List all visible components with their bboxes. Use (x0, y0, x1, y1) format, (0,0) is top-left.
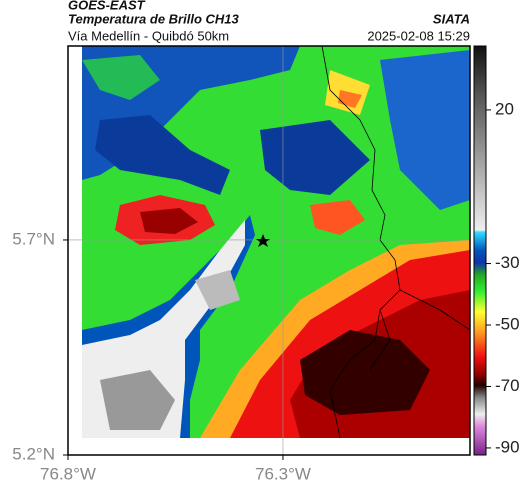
agency: SIATA (433, 11, 470, 26)
map-frame (67, 45, 471, 456)
colorbar-tick-label: -50 (495, 315, 520, 334)
borders (321, 45, 471, 439)
y-tick-label: 5.7°N (12, 229, 55, 248)
timestamp: 2025-02-08 15:29 (367, 28, 470, 43)
axes: 76.8°W 76.3°W 5.2°N 5.7°N (12, 46, 470, 483)
y-tick-label: 5.2°N (12, 444, 55, 463)
location-marker (256, 234, 270, 247)
colorbar-tick-label: -70 (495, 376, 520, 395)
colorbar (473, 45, 487, 456)
colorbar-tick-label: -30 (495, 253, 520, 272)
colorbar-tick-label: 20 (495, 99, 514, 118)
imagery (82, 46, 470, 438)
x-tick-label: 76.3°W (255, 464, 311, 483)
subtitle: Vía Medellín - Quibdó 50km (68, 28, 229, 43)
x-tick-label: 76.8°W (40, 464, 96, 483)
colorbar-tick-label: -90 (495, 437, 520, 456)
title: Temperatura de Brillo CH13 (68, 11, 240, 26)
source: GOES-EAST (68, 0, 146, 12)
